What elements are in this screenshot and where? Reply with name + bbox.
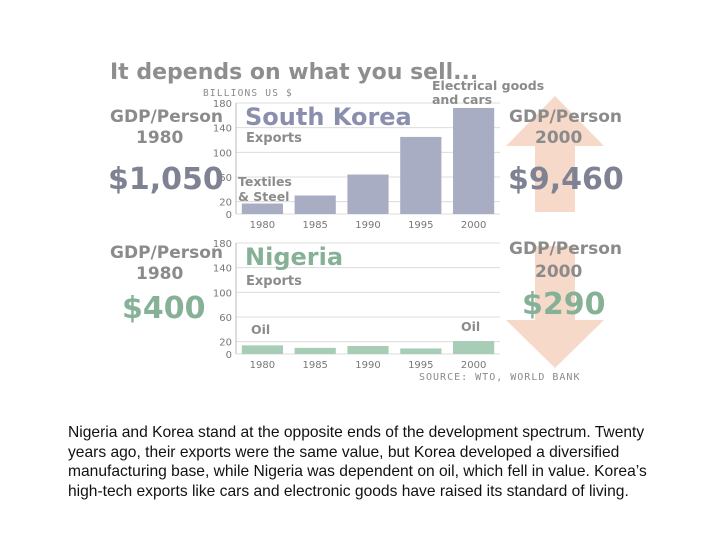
caption-text: Nigeria and Korea stand at the opposite … bbox=[68, 424, 647, 500]
korea-gdp-value-1980: $1,050 bbox=[108, 162, 224, 197]
korea-chart-subtitle: Exports bbox=[246, 131, 302, 146]
nigeria-x-tick-label: 1980 bbox=[250, 360, 275, 371]
korea-x-tick-label: 1995 bbox=[408, 220, 433, 231]
nigeria-y-ticks: 020 60 100 140 180 bbox=[213, 239, 232, 361]
korea-y-tick-label: 0 bbox=[226, 210, 232, 221]
korea-chart: 020 60 100 140 180 1980 1985 1990 1995 2000 Sout… bbox=[213, 78, 544, 231]
korea-bar-1985 bbox=[294, 195, 336, 214]
nigeria-chart: 020 60 100 140 180 1980 1985 1990 1995 2000 Nige… bbox=[213, 239, 500, 371]
source-label: SOURCE: WTO, WORLD BANK bbox=[419, 372, 580, 383]
korea-gdp-label-1980: GDP/Person bbox=[110, 107, 223, 127]
nigeria-bar-1985 bbox=[294, 347, 336, 354]
korea-bar-2000 bbox=[453, 107, 495, 214]
nigeria-y-tick-label: 20 bbox=[219, 338, 232, 349]
korea-chart-title: South Korea bbox=[245, 103, 412, 131]
korea-annotation-cars: and cars bbox=[432, 92, 492, 107]
korea-gdp-value-2000: $9,460 bbox=[508, 162, 624, 197]
units-label: BILLIONS US $ bbox=[203, 88, 293, 99]
nigeria-gdp-label-2000: GDP/Person bbox=[509, 239, 622, 259]
nigeria-gdp-value-2000: $290 bbox=[522, 287, 606, 322]
korea-gdp-year-1980: 1980 bbox=[136, 128, 183, 148]
nigeria-bar-1990 bbox=[347, 345, 389, 354]
nigeria-gdp-label-1980: GDP/Person bbox=[110, 243, 223, 263]
korea-x-tick-label: 1980 bbox=[250, 220, 275, 231]
nigeria-x-tick-label: 1985 bbox=[302, 360, 327, 371]
nigeria-bar-1980 bbox=[241, 345, 283, 354]
korea-bar-1990 bbox=[347, 174, 389, 214]
korea-bars bbox=[241, 107, 495, 214]
korea-x-tick-label: 1985 bbox=[302, 220, 327, 231]
nigeria-y-tick-label: 100 bbox=[213, 288, 232, 299]
korea-bar-1980 bbox=[241, 203, 283, 214]
korea-annotation-steel: & Steel bbox=[238, 189, 289, 204]
nigeria-down-arrow bbox=[506, 246, 604, 368]
nigeria-bars bbox=[241, 341, 495, 354]
korea-y-tick-label: 180 bbox=[213, 99, 232, 110]
nigeria-y-tick-label: 140 bbox=[213, 264, 232, 275]
korea-y-tick-label: 140 bbox=[213, 124, 232, 135]
figure: It depends on what you sell... BILLIONS … bbox=[108, 60, 624, 383]
nigeria-bar-2000 bbox=[453, 341, 495, 354]
nigeria-x-tick-label: 1990 bbox=[355, 360, 380, 371]
nigeria-x-tick-label: 1995 bbox=[408, 360, 433, 371]
korea-up-arrow bbox=[506, 96, 604, 212]
korea-gdp-year-2000: 2000 bbox=[535, 128, 582, 148]
nigeria-y-tick-label: 60 bbox=[219, 313, 232, 324]
korea-gdp-label-2000: GDP/Person bbox=[509, 107, 622, 127]
korea-x-tick-label: 2000 bbox=[461, 220, 486, 231]
nigeria-annotation-oil-1980: Oil bbox=[251, 322, 270, 337]
nigeria-gdp-year-2000: 2000 bbox=[535, 262, 582, 282]
main-title: It depends on what you sell... bbox=[110, 60, 478, 85]
nigeria-chart-subtitle: Exports bbox=[246, 274, 302, 289]
korea-y-tick-label: 60 bbox=[219, 173, 232, 184]
nigeria-y-tick-label: 0 bbox=[226, 350, 232, 361]
korea-y-ticks: 020 60 100 140 180 bbox=[213, 99, 232, 221]
nigeria-y-tick-label: 180 bbox=[213, 239, 232, 250]
korea-y-tick-label: 100 bbox=[213, 148, 232, 159]
korea-annotation-electrical: Electrical goods bbox=[432, 78, 544, 93]
nigeria-x-tick-label: 2000 bbox=[461, 360, 486, 371]
nigeria-annotation-oil-2000: Oil bbox=[461, 319, 480, 334]
korea-annotation-textiles: Textiles bbox=[238, 174, 292, 189]
nigeria-x-ticks: 1980 1985 1990 1995 2000 bbox=[250, 360, 487, 371]
nigeria-gdp-year-1980: 1980 bbox=[136, 264, 183, 284]
nigeria-gdp-value-1980: $400 bbox=[122, 291, 206, 326]
korea-bar-1995 bbox=[400, 136, 442, 214]
nigeria-bar-1995 bbox=[400, 348, 442, 354]
nigeria-chart-title: Nigeria bbox=[245, 243, 343, 271]
korea-x-ticks: 1980 1985 1990 1995 2000 bbox=[250, 220, 487, 231]
korea-x-tick-label: 1990 bbox=[355, 220, 380, 231]
korea-y-tick-label: 20 bbox=[219, 198, 232, 209]
